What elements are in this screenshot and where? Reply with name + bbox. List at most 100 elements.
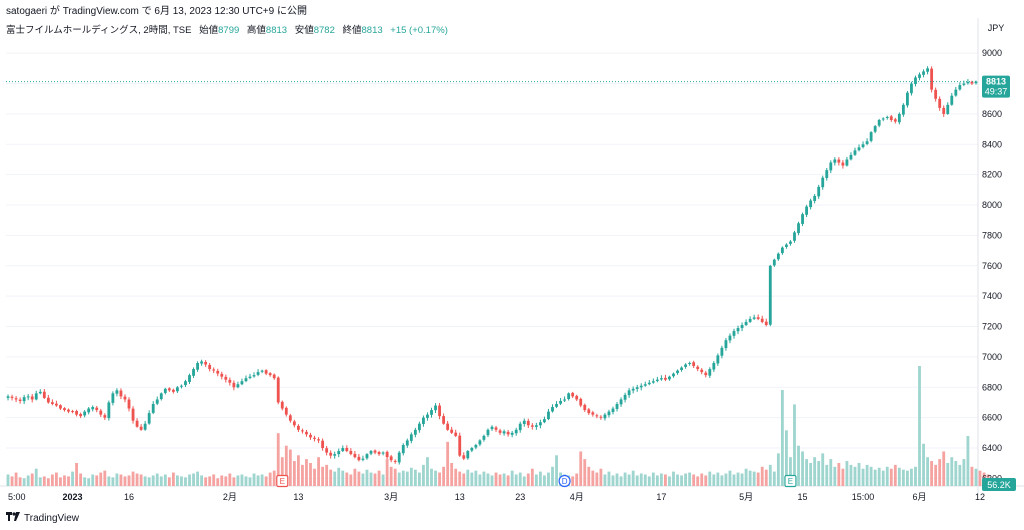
- candle-body: [583, 404, 587, 411]
- candle-body: [309, 434, 312, 438]
- time-tick-label: 13: [293, 492, 303, 502]
- time-tick-label: 13: [455, 492, 465, 502]
- candle-body: [873, 126, 877, 132]
- candle-body: [59, 405, 62, 409]
- volume-bar: [538, 471, 542, 486]
- candle-body: [547, 411, 550, 420]
- candle-body: [664, 377, 667, 380]
- candle-body: [434, 405, 437, 411]
- price-tick-label: 9000: [982, 48, 1002, 58]
- candle-body: [18, 399, 22, 401]
- dividend-marker-icon[interactable]: D: [558, 474, 571, 488]
- volume-bar: [728, 470, 732, 486]
- price-tick-label: 8200: [982, 170, 1002, 180]
- volume-bar: [313, 468, 316, 486]
- candle-body: [651, 381, 655, 383]
- volume-bar: [760, 466, 764, 486]
- volume-bar: [680, 475, 683, 486]
- volume-bar: [619, 476, 623, 486]
- volume-bar: [849, 464, 853, 486]
- volume-bar: [877, 467, 881, 486]
- candle-body: [123, 396, 127, 400]
- candle-body: [861, 144, 865, 148]
- volume-bar: [280, 457, 284, 486]
- candle-body: [369, 451, 373, 454]
- volume-bar: [579, 451, 583, 486]
- symbol-legend: 富士フイルムホールディングス, 2時間, TSE 始値8799 高値8813 安…: [6, 22, 448, 36]
- candle-body: [732, 331, 736, 336]
- volume-bar: [833, 466, 837, 486]
- volume-bar: [22, 478, 26, 486]
- candle-body: [458, 435, 462, 456]
- candle-body: [599, 416, 603, 418]
- volume-bar: [611, 475, 615, 486]
- candle-body: [563, 399, 567, 401]
- candle-body: [462, 455, 466, 459]
- volume-bar: [490, 475, 494, 486]
- candle-body: [280, 401, 284, 409]
- candle-body: [869, 132, 873, 141]
- volume-bar: [857, 462, 861, 486]
- time-tick-label: 2月: [223, 492, 237, 502]
- candle-body: [901, 104, 905, 115]
- candle-body: [244, 378, 248, 382]
- candle-body: [950, 95, 954, 105]
- volume-bar: [321, 466, 325, 486]
- candle-body: [55, 403, 58, 406]
- volume-bar: [63, 475, 66, 486]
- volume-bar: [627, 474, 631, 486]
- time-tick-label: 2023: [63, 492, 83, 502]
- volume-bar: [430, 468, 433, 486]
- candle-body: [768, 265, 772, 325]
- volume-bar: [119, 474, 123, 486]
- low-label: 安値: [294, 25, 314, 36]
- candle-body: [974, 81, 978, 84]
- volume-bar: [373, 473, 377, 486]
- candle-body: [349, 450, 353, 455]
- candle-body: [611, 408, 615, 413]
- candle-body: [272, 374, 276, 379]
- earnings-marker-icon[interactable]: E: [276, 474, 289, 488]
- volume-bar: [264, 476, 268, 486]
- candle-body: [760, 318, 764, 322]
- open-label: 始値: [199, 25, 219, 36]
- price-tick-label: 7600: [982, 261, 1002, 271]
- candle-body: [704, 372, 708, 376]
- volume-bar: [163, 474, 167, 486]
- tradingview-logo-icon: [6, 512, 20, 524]
- candle-body: [196, 362, 199, 370]
- candle-body: [224, 376, 228, 380]
- candle-body: [748, 318, 752, 322]
- volume-bar: [801, 451, 804, 486]
- volume-bar: [700, 473, 704, 486]
- volume-bar: [482, 471, 486, 486]
- volume-bar: [740, 473, 744, 486]
- volume-bar: [95, 475, 99, 486]
- candle-body: [567, 393, 571, 400]
- candle-body: [526, 420, 530, 426]
- candle-body: [397, 452, 401, 463]
- volume-bar: [684, 473, 688, 486]
- volume-bar: [776, 453, 780, 486]
- volume-bar: [772, 471, 776, 486]
- candle-body: [793, 232, 796, 241]
- candle-body: [942, 107, 946, 114]
- volume-bar: [224, 476, 228, 486]
- candle-body: [639, 385, 643, 388]
- volume-bar: [522, 476, 526, 486]
- high-label: 高値: [246, 25, 266, 36]
- earnings-marker-icon[interactable]: E: [784, 474, 797, 488]
- volume-bar: [547, 472, 550, 486]
- candle-body: [438, 405, 441, 417]
- candle-body: [288, 415, 292, 421]
- footer-brand[interactable]: TradingView: [6, 512, 79, 524]
- candle-body: [252, 375, 256, 377]
- candle-body: [926, 68, 929, 72]
- candle-body: [305, 431, 308, 435]
- volume-bar: [946, 462, 950, 486]
- candle-body: [466, 451, 470, 459]
- candle-body: [555, 403, 558, 407]
- volume-bar: [123, 476, 127, 486]
- symbol-name[interactable]: 富士フイルムホールディングス, 2時間, TSE: [6, 25, 192, 36]
